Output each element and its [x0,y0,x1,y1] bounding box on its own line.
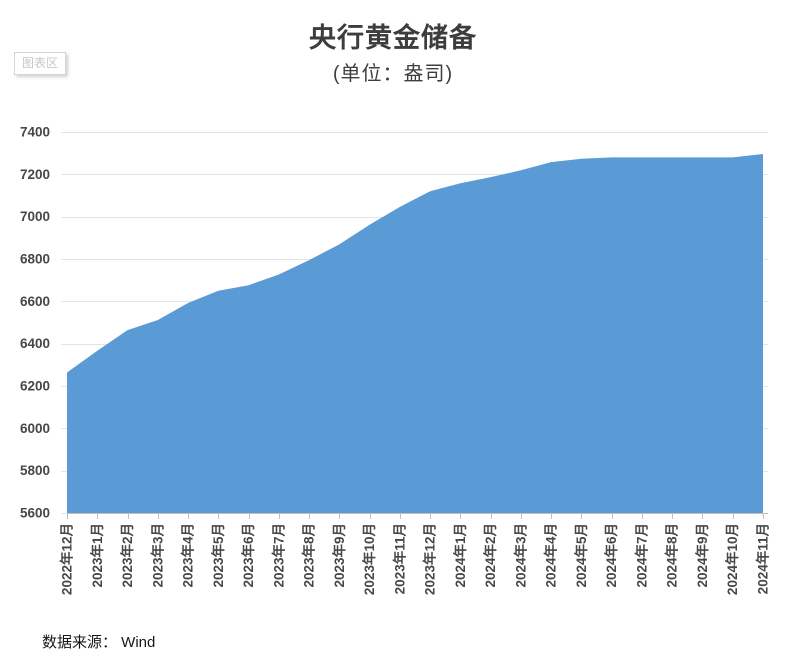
y-axis-label: 6200 [20,379,50,394]
x-axis-label: 2023年8月 [301,523,317,588]
x-axis-label: 2024年1月 [452,523,468,588]
x-axis-label: 2024年3月 [512,523,528,588]
x-axis-label: 2024年4月 [543,523,559,588]
y-axis-label: 6000 [20,421,50,436]
y-axis-ticks [61,132,67,514]
x-axis-label: 2024年11月 [755,523,771,594]
y-axis-label: 6400 [20,336,50,351]
x-axis-label: 2023年4月 [180,523,196,588]
x-axis-label: 2024年8月 [664,523,680,588]
x-axis-label: 2024年6月 [603,523,619,588]
x-axis-label: 2024年2月 [482,523,498,588]
x-axis-label: 2023年10月 [361,523,377,595]
x-axis-label: 2024年9月 [694,523,710,588]
x-axis-label: 2023年12月 [422,523,438,595]
x-axis-label: 2024年5月 [573,523,589,588]
x-axis-label: 2023年7月 [270,523,286,588]
x-axis-label: 2022年12月 [59,523,75,595]
chart-area-tooltip: 图表区 [14,52,67,75]
x-axis-label: 2024年7月 [633,523,649,588]
y-axis-label: 6600 [20,294,50,309]
y-axis-label: 7000 [20,209,50,224]
x-axis-label: 2023年3月 [149,523,165,588]
x-axis-label: 2024年10月 [724,523,740,595]
y-axis-label: 7200 [20,167,50,182]
y-axis-label: 5600 [20,506,50,521]
y-axis-label: 6800 [20,252,50,267]
chart-subtitle: (单位：盎司) [332,63,454,85]
x-axis-label: 2023年9月 [331,523,347,588]
y-axis-label: 7400 [20,125,50,140]
area-series [67,154,763,513]
y-axis-labels: 5600 5800 6000 6200 6400 6600 6800 7000 7200 7400 [20,125,50,521]
x-axis-ticks [67,514,764,519]
x-axis-labels: 2022年12月 2023年1月 2023年2月 2023年3月 2023年4月 2023… [59,523,771,595]
x-axis-label: 2023年2月 [119,523,135,588]
data-source: 数据来源： Wind [42,634,156,651]
x-axis-label: 2023年11月 [391,523,407,594]
chart-title: 央行黄金储备 [309,23,477,53]
x-axis-label: 2023年1月 [89,523,105,588]
x-axis-label: 2023年6月 [240,523,256,588]
x-axis-label: 2023年5月 [210,523,226,588]
y-axis-label: 5800 [20,463,50,478]
